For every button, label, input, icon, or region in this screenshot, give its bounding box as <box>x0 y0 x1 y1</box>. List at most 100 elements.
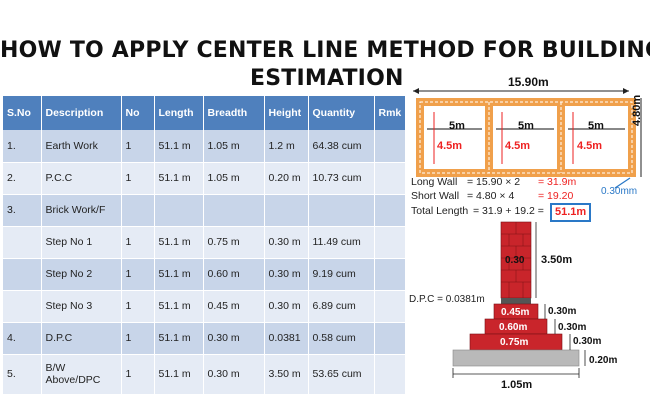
header-description: Description <box>41 96 122 130</box>
table-row: 2. P.C.C 1 51.1 m 1.05 m 0.20 m 10.73 cum <box>3 162 406 195</box>
cell-description: Brick Work/F <box>41 194 122 227</box>
arrow-right-icon <box>623 88 629 94</box>
cell-height <box>264 194 309 227</box>
cell-length: 51.1 m <box>154 290 204 323</box>
table-header-row: S.No Description No Length Breadth Heigh… <box>3 96 406 130</box>
table-row: 1. Earth Work 1 51.1 m 1.05 m 1.2 m 64.38 cum <box>3 130 406 163</box>
cell-rmk <box>374 354 406 395</box>
table-row: 3. Brick Work/F <box>3 194 406 227</box>
cell-no: 1 <box>121 322 155 355</box>
total-length-result: 51.1m <box>550 203 592 222</box>
estimation-table: S.No Description No Length Breadth Heigh… <box>3 96 406 395</box>
cell-no: 1 <box>121 162 155 195</box>
cell-sno <box>3 290 42 323</box>
long-wall-result: = 31.9m <box>538 176 577 188</box>
cell-length: 51.1 m <box>154 130 204 163</box>
wall-thickness-section-label: 0.30 <box>505 255 525 266</box>
header-rmk: Rmk <box>374 96 406 130</box>
cell-breadth: 1.05 m <box>203 130 265 163</box>
wall-thickness-label: 0.30mm <box>601 186 638 197</box>
room3-width-label: 4.5m <box>577 140 603 152</box>
room1-width-label: 4.5m <box>437 140 463 152</box>
cell-breadth: 0.30 m <box>203 354 265 395</box>
room2-width-label: 4.5m <box>505 140 531 152</box>
cell-height: 0.0381 <box>264 322 309 355</box>
cell-quantity <box>308 194 375 227</box>
overall-length-label: 15.90m <box>508 75 549 89</box>
total-length-label: Total Length <box>411 205 469 217</box>
cell-no: 1 <box>121 130 155 163</box>
cell-breadth: 0.75 m <box>203 226 265 259</box>
overall-width-label: 4.80m <box>631 94 643 126</box>
cell-rmk <box>374 130 406 163</box>
cell-height: 0.30 m <box>264 226 309 259</box>
cell-rmk <box>374 258 406 291</box>
cell-quantity: 53.65 cum <box>308 354 375 395</box>
page-title-line-1: HOW TO APPLY CENTER LINE METHOD FOR BUIL… <box>0 38 650 63</box>
wall-height-label: 3.50m <box>541 254 573 266</box>
header-breadth: Breadth <box>203 96 265 130</box>
cell-breadth: 0.30 m <box>203 322 265 355</box>
cell-height: 0.30 m <box>264 258 309 291</box>
table-row: 5. B/W Above/DPC 1 51.1 m 0.30 m 3.50 m 53.65 … <box>3 354 406 395</box>
building-plan <box>416 98 636 177</box>
pcc-bed <box>452 349 580 367</box>
cell-no: 1 <box>121 258 155 291</box>
cell-length: 51.1 m <box>154 162 204 195</box>
cell-description: B/W Above/DPC <box>41 354 122 395</box>
wall-thickness-pointer <box>614 177 631 189</box>
cell-quantity: 10.73 cum <box>308 162 375 195</box>
step3-width-label: 0.45m <box>501 307 530 318</box>
header-sno: S.No <box>3 96 42 130</box>
cell-rmk <box>374 290 406 323</box>
cell-length: 51.1 m <box>154 258 204 291</box>
header-length: Length <box>154 96 204 130</box>
diagram-svg <box>413 88 642 378</box>
cell-breadth: 0.45 m <box>203 290 265 323</box>
room-dimension-arrows <box>427 112 625 164</box>
cell-description: P.C.C <box>41 162 122 195</box>
cell-height: 0.20 m <box>264 162 309 195</box>
total-length-calc: = 31.9 + 19.2 = <box>473 205 544 217</box>
cell-breadth: 1.05 m <box>203 162 265 195</box>
pcc-height-label: 0.20m <box>589 355 618 366</box>
table-row: 4. D.P.C 1 51.1 m 0.30 m 0.0381 0.58 cum <box>3 322 406 355</box>
cell-length: 51.1 m <box>154 226 204 259</box>
foundation-section <box>452 221 586 378</box>
step1-height-label: 0.30m <box>573 336 602 347</box>
cell-quantity: 6.89 cum <box>308 290 375 323</box>
cell-no: 1 <box>121 354 155 395</box>
dpc-label: D.P.C = 0.0381m <box>409 294 485 305</box>
cell-no <box>121 194 155 227</box>
wall-bottom <box>416 169 636 177</box>
cell-sno <box>3 258 42 291</box>
step2-width-label: 0.60m <box>499 322 528 333</box>
cell-length <box>154 194 204 227</box>
cell-height: 0.30 m <box>264 290 309 323</box>
cell-sno: 3. <box>3 194 42 227</box>
cell-quantity: 9.19 cum <box>308 258 375 291</box>
room3-length-label: 5m <box>588 120 604 132</box>
cell-quantity: 0.58 cum <box>308 322 375 355</box>
cell-length: 51.1 m <box>154 354 204 395</box>
page-title-line-2: ESTIMATION <box>250 66 404 91</box>
cell-rmk <box>374 194 406 227</box>
cell-quantity: 64.38 cum <box>308 130 375 163</box>
step1-width-label: 0.75m <box>500 337 529 348</box>
arrow-left-icon <box>413 88 419 94</box>
cell-description: Earth Work <box>41 130 122 163</box>
cell-sno: 1. <box>3 130 42 163</box>
header-height: Height <box>264 96 309 130</box>
cell-breadth <box>203 194 265 227</box>
plan-and-section-diagram: 15.90m 5m 5m 5m 4.5m 4.5m 4.5m 4.80m 0.3… <box>405 74 650 400</box>
cell-height: 3.50 m <box>264 354 309 395</box>
cell-sno: 5. <box>3 354 42 395</box>
cell-description: Step No 2 <box>41 258 122 291</box>
brick-joints <box>501 222 531 298</box>
room1-length-label: 5m <box>449 120 465 132</box>
table-row: Step No 1 1 51.1 m 0.75 m 0.30 m 11.49 cum <box>3 226 406 259</box>
cell-rmk <box>374 162 406 195</box>
cell-description: Step No 3 <box>41 290 122 323</box>
header-quantity: Quantity <box>308 96 375 130</box>
wall-above-dpc <box>500 221 532 299</box>
